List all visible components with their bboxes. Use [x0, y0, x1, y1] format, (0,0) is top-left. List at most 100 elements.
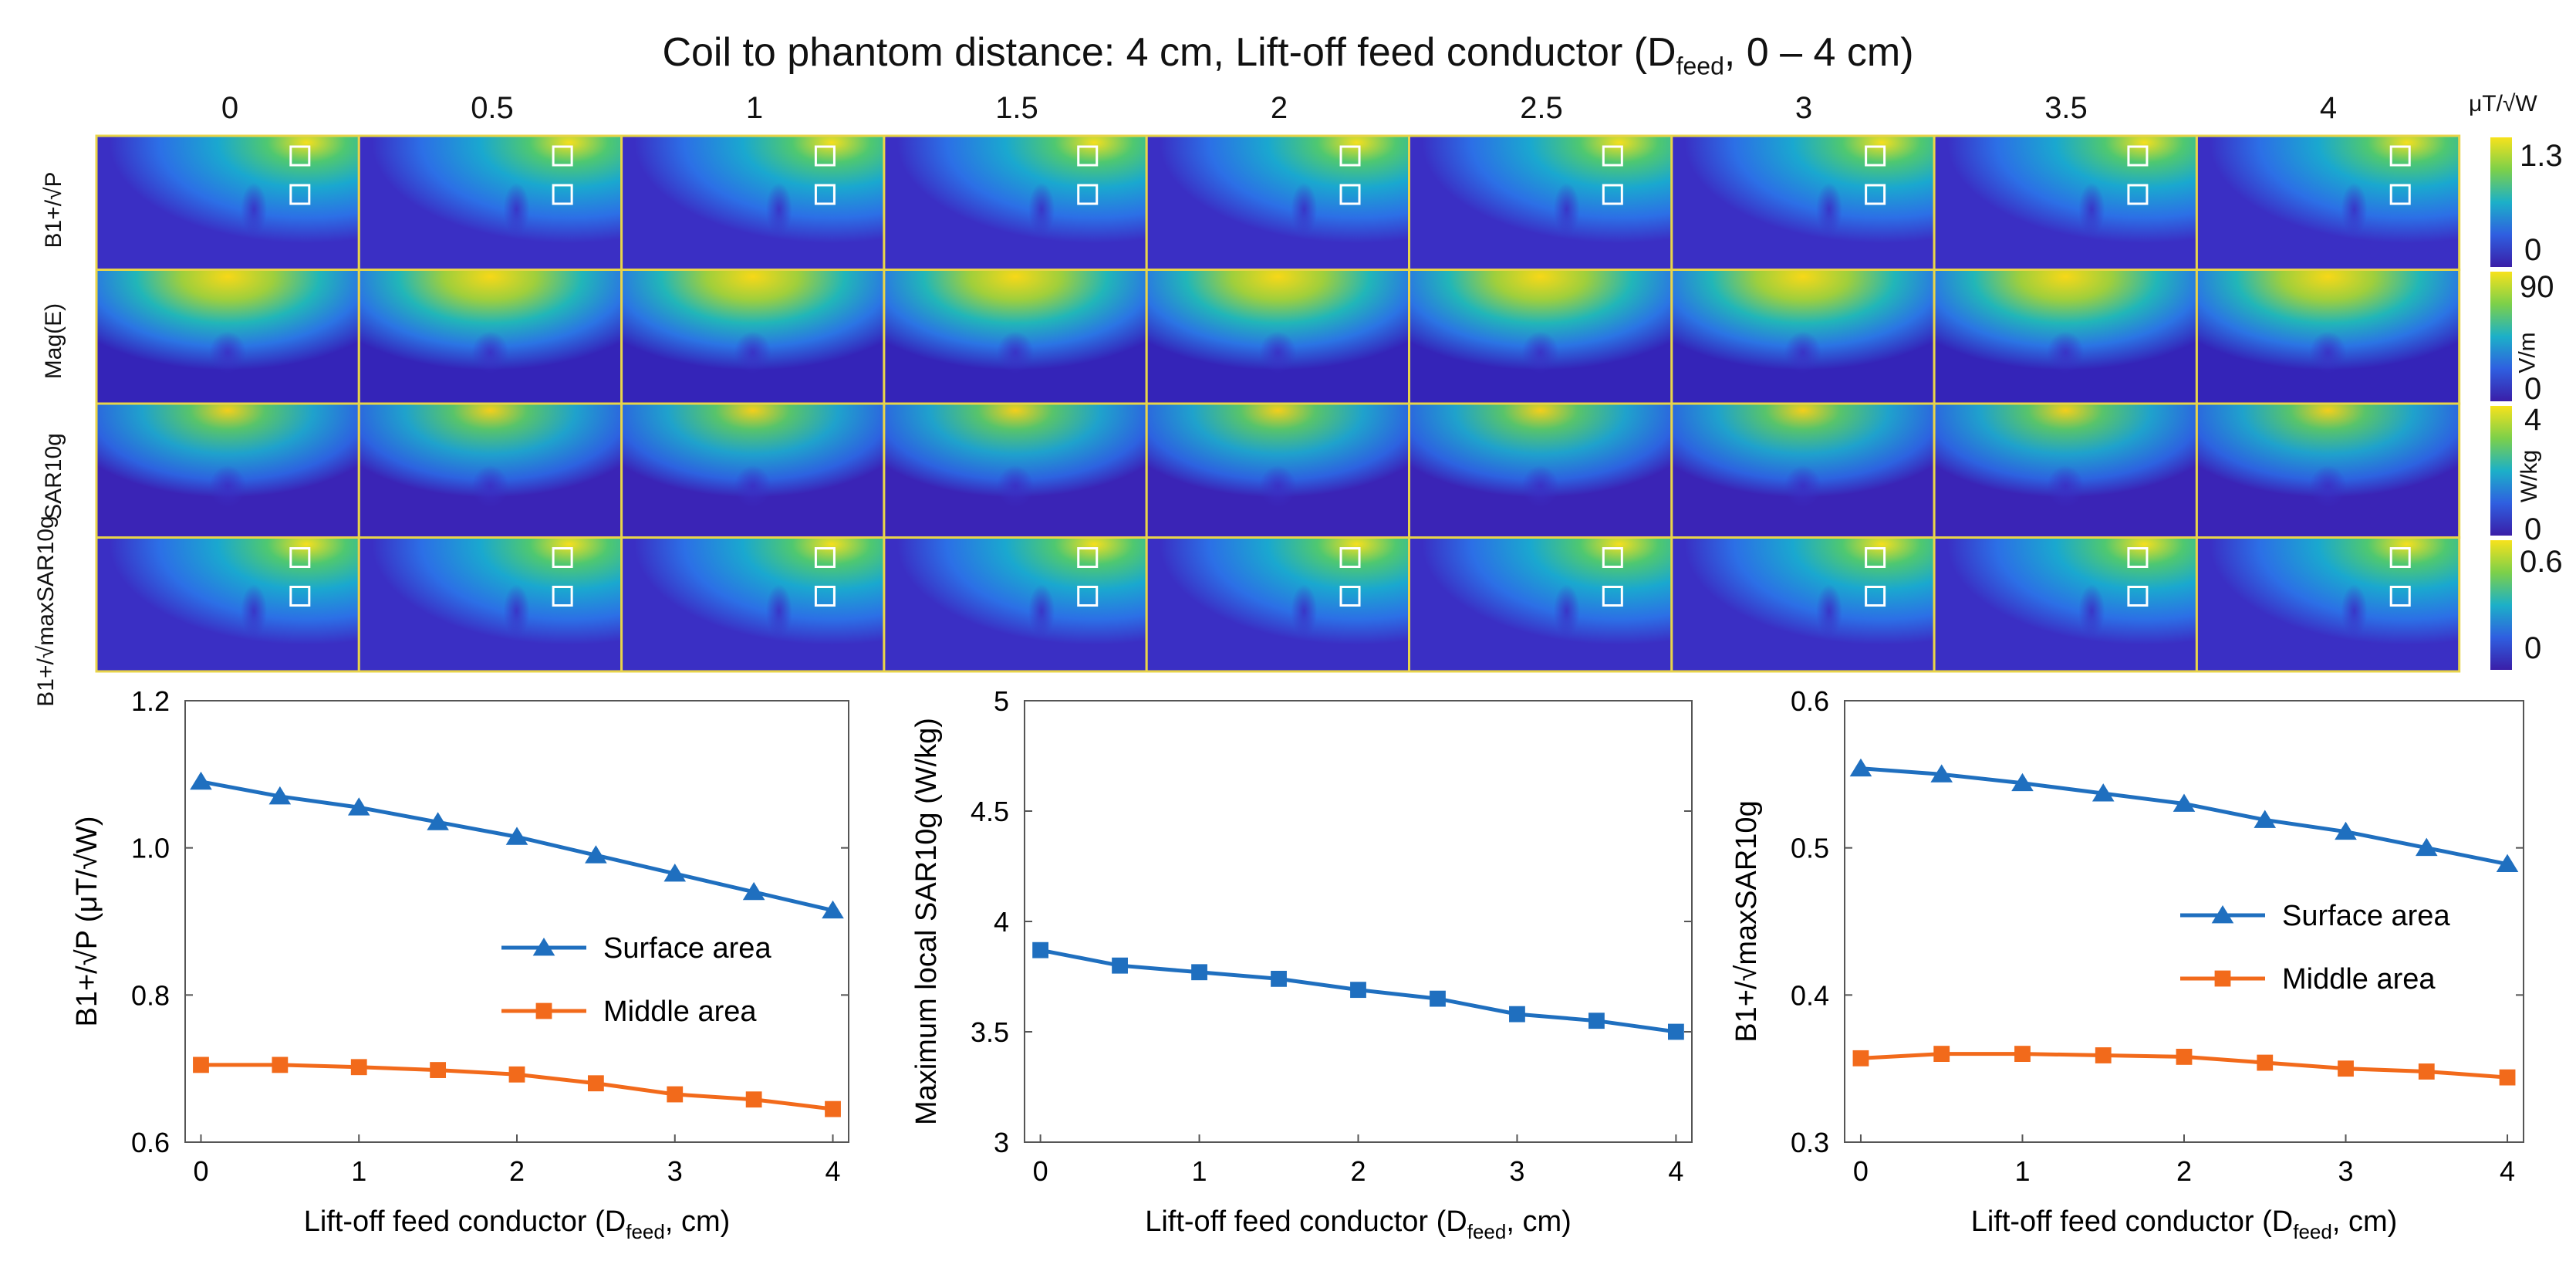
legend-label: Middle area [603, 996, 757, 1028]
field-map-cell-1-7 [1933, 269, 2198, 405]
roi-surface-marker [1865, 145, 1886, 167]
field-map-cell-0-5 [1408, 134, 1673, 271]
roi-surface-marker [1077, 145, 1099, 167]
roi-middle-marker [1077, 586, 1099, 607]
data-point-0-4 [505, 827, 528, 845]
data-point-0-5 [1430, 990, 1446, 1007]
roi-middle-marker [552, 586, 573, 607]
roi-surface-marker [2127, 145, 2149, 167]
colorbar-b1-min: 0 [2524, 233, 2542, 267]
data-point-1-4 [2176, 1049, 2193, 1065]
data-point-1-8 [825, 1100, 841, 1117]
field-map-grid [95, 134, 2512, 673]
y-tick-label: 0.5 [1791, 833, 1829, 864]
data-point-1-7 [745, 1091, 762, 1108]
field-map-cell-2-4 [1145, 402, 1410, 539]
field-map-cell-3-8 [2195, 536, 2461, 673]
figure-title: Coil to phantom distance: 4 cm, Lift-off… [0, 29, 2576, 80]
x-tick-label: 2 [509, 1155, 525, 1187]
y-axis-label: Maximum local SAR10g (W/kg) [910, 718, 943, 1125]
roi-surface-marker [289, 145, 311, 167]
x-axis-label: Lift-off feed conductor (Dfeed, cm) [304, 1205, 731, 1243]
roi-surface-marker [1077, 547, 1099, 568]
field-map-cell-1-6 [1670, 269, 1936, 405]
data-point-0-4 [1350, 982, 1366, 999]
column-label-3: 1.5 [995, 91, 1038, 125]
y-tick-label: 0.6 [131, 1127, 170, 1158]
colorbar-b1-sar [2490, 540, 2512, 670]
roi-middle-marker [289, 184, 311, 205]
roi-surface-marker [2127, 547, 2149, 568]
colorbar-b1-sar-max: 0.6 [2520, 545, 2563, 579]
roi-middle-marker [814, 184, 836, 205]
x-tick-label: 4 [825, 1155, 841, 1187]
legend-label: Surface area [603, 932, 771, 965]
roi-middle-marker [1602, 184, 1623, 205]
chart-b1-per-sar: 0.3 0.4 0.5 0.6 0 1 2 3 4 Lift-off feed conductor… [1730, 685, 2524, 1243]
y-tick-label: 4.5 [971, 796, 1009, 827]
column-label-0: 0 [221, 91, 239, 125]
data-point-1-4 [508, 1066, 525, 1083]
field-map-cell-1-0 [95, 269, 360, 405]
column-label-8: 4 [2319, 91, 2338, 125]
field-map-cell-3-7 [1933, 536, 2198, 673]
data-point-0-6 [2335, 821, 2357, 840]
data-point-0-0 [190, 771, 212, 790]
chart-max-sar: 3 3.5 4 4.5 5 0 1 2 3 4 Lift-off feed conductor (D… [910, 685, 1693, 1243]
legend-marker [535, 1002, 552, 1019]
x-tick-label: 2 [2176, 1155, 2192, 1187]
x-tick-label: 0 [193, 1155, 208, 1187]
column-label-6: 3 [1794, 91, 1813, 125]
data-point-1-7 [2418, 1063, 2435, 1080]
roi-middle-marker [2389, 586, 2411, 607]
x-tick-label: 3 [1509, 1155, 1524, 1187]
x-tick-label: 2 [1350, 1155, 1366, 1187]
colorbar-b1 [2490, 137, 2512, 267]
data-point-0-5 [585, 845, 607, 864]
x-tick-label: 1 [2014, 1155, 2030, 1187]
y-tick-label: 1.2 [131, 685, 170, 717]
data-point-0-6 [1509, 1006, 1525, 1023]
title-text: Coil to phantom distance: 4 cm, Lift-off… [662, 30, 1676, 75]
field-map-cell-0-8 [2195, 134, 2461, 271]
x-tick-label: 3 [2338, 1155, 2354, 1187]
roi-middle-marker [1865, 184, 1886, 205]
roi-surface-marker [289, 547, 311, 568]
colorbar-b1-sar-min: 0 [2524, 631, 2542, 665]
data-point-1-5 [587, 1075, 604, 1092]
data-point-0-3 [427, 812, 449, 830]
y-tick-label: 0.6 [1791, 685, 1829, 717]
data-point-1-8 [2499, 1069, 2516, 1086]
data-point-1-3 [430, 1062, 447, 1078]
colorbar-mag-e [2490, 272, 2512, 401]
legend-label: Middle area [2282, 963, 2436, 996]
x-tick-label: 4 [2500, 1155, 2515, 1187]
roi-surface-marker [2389, 547, 2411, 568]
data-point-0-4 [2173, 793, 2196, 812]
field-map-cell-2-6 [1670, 402, 1936, 539]
data-point-1-1 [272, 1056, 289, 1073]
roi-middle-marker [814, 586, 836, 607]
chart-b1-per-power: 0.6 0.8 1.0 1.2 0 1 2 3 4 Lift-off feed conductor… [71, 685, 849, 1243]
roi-surface-marker [1865, 547, 1886, 568]
colorbar-b1-max: 1.3 [2520, 139, 2563, 173]
data-point-0-8 [2496, 854, 2519, 873]
column-label-2: 1 [745, 91, 764, 125]
field-map-cell-0-4 [1145, 134, 1410, 271]
colorbar-sar-min: 0 [2524, 512, 2542, 546]
x-axis-label: Lift-off feed conductor (Dfeed, cm) [1971, 1205, 2398, 1243]
data-point-1-0 [193, 1056, 209, 1073]
roi-middle-marker [1602, 586, 1623, 607]
field-map-cell-3-0 [95, 536, 360, 673]
colorbar-sar-unit: W/kg [2517, 449, 2543, 503]
data-point-0-8 [1668, 1023, 1684, 1040]
field-map-cell-0-3 [883, 134, 1148, 271]
colorbar-sar [2490, 406, 2512, 536]
data-point-1-5 [2257, 1054, 2274, 1071]
roi-surface-marker [1602, 145, 1623, 167]
y-tick-label: 5 [994, 685, 1009, 717]
series-line-0 [1860, 766, 2508, 867]
field-map-cell-2-1 [357, 402, 623, 539]
title-sub: feed [1676, 52, 1724, 80]
field-map-cell-0-2 [620, 134, 886, 271]
